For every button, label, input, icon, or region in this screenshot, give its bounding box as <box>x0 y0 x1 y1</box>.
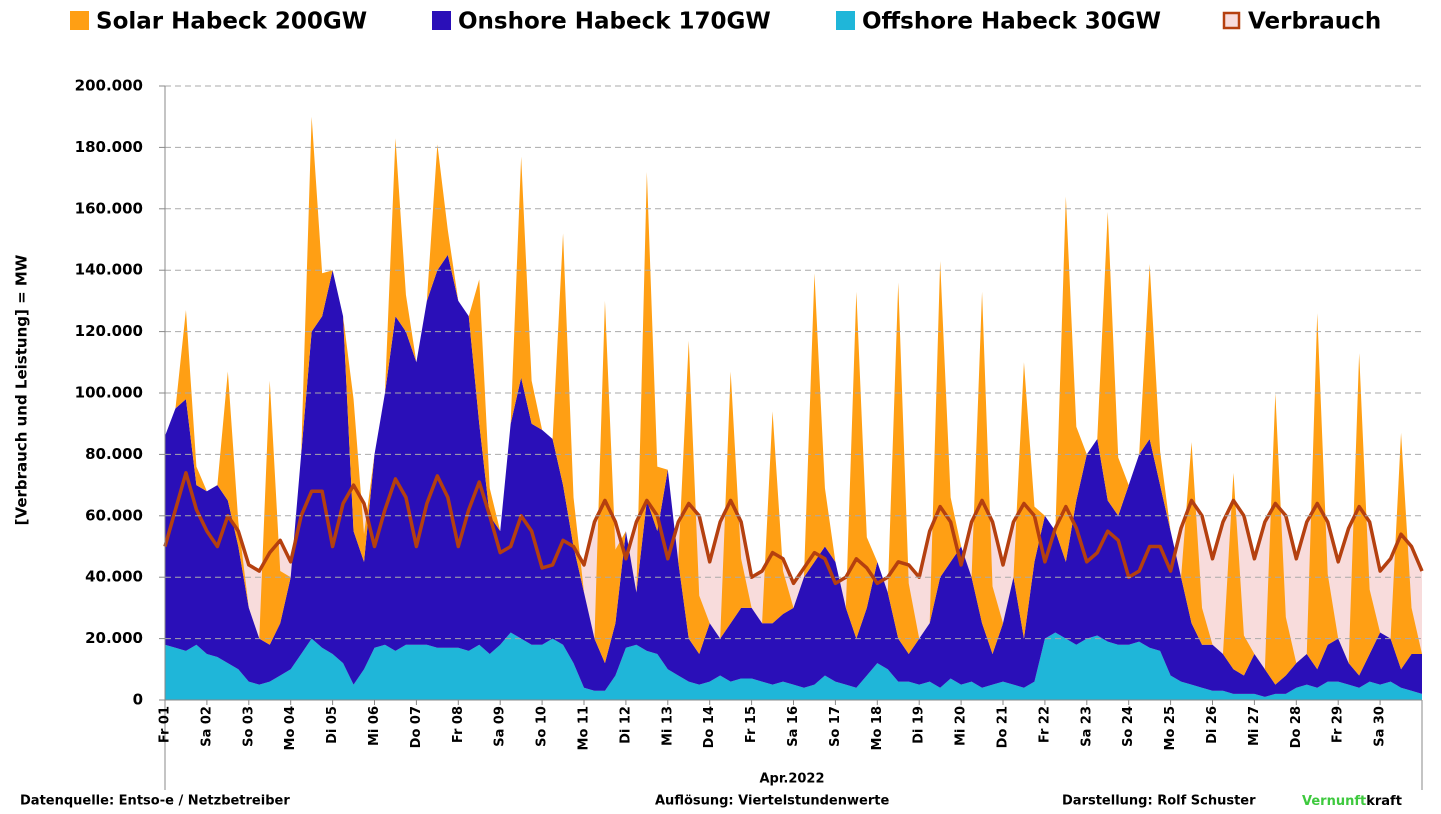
y-tick-label: 200.000 <box>75 77 143 95</box>
x-tick-label: Fr 08 <box>451 706 466 743</box>
legend-swatch <box>1222 11 1241 30</box>
x-tick-label: Fr 15 <box>744 706 759 743</box>
x-tick-label: Fr 22 <box>1037 706 1052 743</box>
area <box>165 632 1422 700</box>
x-tick-label: Fr 29 <box>1331 706 1346 743</box>
y-tick-label: 80.000 <box>85 445 143 463</box>
y-tick-label: 20.000 <box>85 629 143 647</box>
legend-swatch <box>836 11 855 30</box>
x-tick-label: Di 26 <box>1205 706 1220 744</box>
legend-label: Onshore Habeck 170GW <box>458 9 771 35</box>
y-axis-label: [Verbrauch und Leistung] = MW <box>13 254 31 525</box>
x-tick-label: Sa 02 <box>199 706 214 747</box>
x-tick-label: So 03 <box>241 706 256 747</box>
legend-swatch <box>432 11 451 30</box>
x-tick-label: Mi 27 <box>1247 706 1262 746</box>
y-tick-label: 100.000 <box>75 384 143 402</box>
x-tick-label: Do 14 <box>702 706 717 748</box>
y-tick-label: 140.000 <box>75 261 143 279</box>
x-tick-label: Mi 20 <box>954 706 969 746</box>
y-tick-label: 160.000 <box>75 199 143 217</box>
y-tick-label: 60.000 <box>85 506 143 524</box>
footer-author: Darstellung: Rolf Schuster <box>1062 794 1256 809</box>
x-tick-label: Fr 01 <box>158 706 173 743</box>
y-tick-label: 0 <box>133 691 143 709</box>
x-tick-label: Sa 23 <box>1079 706 1094 747</box>
x-tick-label: Sa 30 <box>1373 706 1388 747</box>
x-tick-label: Sa 16 <box>786 706 801 747</box>
x-tick-label: Mo 25 <box>1163 706 1178 750</box>
x-tick-label: Do 07 <box>409 706 424 748</box>
x-tick-label: Mi 06 <box>367 706 382 746</box>
x-tick-label: Do 21 <box>996 706 1011 748</box>
footer-resolution: Auflösung: Viertelstundenwerte <box>655 794 889 809</box>
area <box>165 254 1422 697</box>
area <box>165 116 1422 685</box>
legend-label: Offshore Habeck 30GW <box>862 9 1161 35</box>
x-tick-label: Di 12 <box>618 706 633 744</box>
x-tick-label: Mo 04 <box>283 706 298 750</box>
x-tick-label: Di 05 <box>325 706 340 744</box>
legend-label: Solar Habeck 200GW <box>96 9 367 35</box>
x-tick-label: Sa 09 <box>493 706 508 747</box>
consumption-line <box>163 471 1424 586</box>
legend-swatch <box>70 11 89 30</box>
footer-source: Datenquelle: Entso-e / Netzbetreiber <box>20 794 290 809</box>
plot-area <box>163 116 1424 700</box>
x-axis-label: Apr.2022 <box>759 772 824 787</box>
x-tick-label: So 24 <box>1121 706 1136 747</box>
brand: kraft <box>1366 794 1402 809</box>
y-tick-label: 40.000 <box>85 568 143 586</box>
y-tick-label: 180.000 <box>75 138 143 156</box>
x-tick-label: Mo 18 <box>870 706 885 750</box>
y-tick-label: 120.000 <box>75 322 143 340</box>
footer-brand: Vernunftkraft <box>1302 794 1402 809</box>
x-tick-label: So 17 <box>828 706 843 747</box>
legend-label: Verbrauch <box>1248 9 1381 35</box>
x-tick-label: Mi 13 <box>660 706 675 746</box>
x-tick-label: So 10 <box>535 706 550 747</box>
brand-green: Vernunft <box>1302 794 1366 809</box>
x-tick-label: Di 19 <box>912 706 927 744</box>
x-tick-label: Mo 11 <box>577 706 592 750</box>
x-tick-label: Do 28 <box>1289 706 1304 748</box>
